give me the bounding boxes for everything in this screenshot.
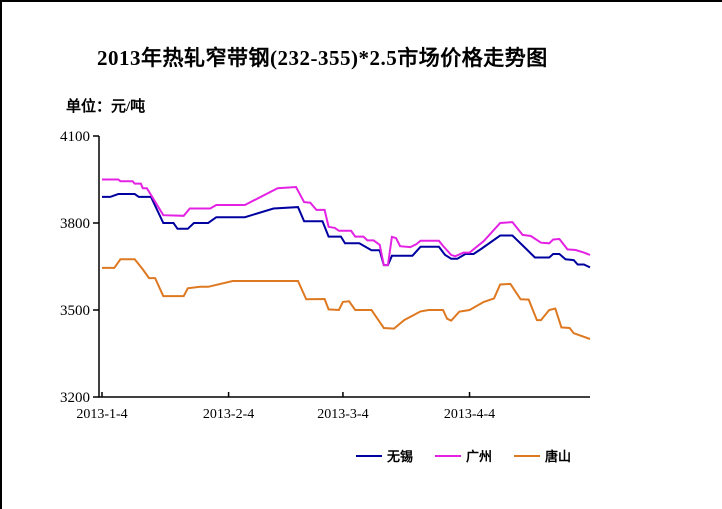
x-tick-label: 2013-4-4 [444, 407, 495, 422]
legend-label-guangzhou: 广州 [466, 449, 493, 464]
chart-title: 2013年热轧窄带钢(232-355)*2.5市场价格走势图 [97, 46, 548, 70]
axes [98, 136, 590, 398]
unit-label: 单位：元/吨 [66, 99, 146, 115]
legend-swatch-guangzhou [435, 454, 462, 457]
x-tick-label: 2013-1-4 [76, 407, 127, 422]
line-guangzhou [102, 178, 591, 267]
y-tick-label: 3500 [60, 303, 90, 319]
legend-swatch-tangshan [514, 454, 541, 457]
legend-swatch-wuxi [356, 454, 382, 457]
y-tick-label: 3800 [60, 216, 90, 232]
x-tick-label: 2013-3-4 [317, 407, 368, 422]
legend-label-tangshan: 唐山 [545, 449, 572, 464]
legend-label-wuxi: 无锡 [387, 449, 414, 464]
chart-legend: 无锡 广州 唐山 [356, 446, 571, 465]
legend-item-guangzhou: 广州 [435, 446, 492, 465]
x-tick-label: 2013-2-4 [203, 407, 254, 422]
legend-item-wuxi: 无锡 [356, 446, 413, 465]
y-tick-label: 3200 [60, 390, 90, 406]
legend-item-tangshan: 唐山 [514, 446, 571, 465]
y-tick-label: 4100 [60, 129, 90, 145]
line-tangshan [102, 258, 591, 340]
